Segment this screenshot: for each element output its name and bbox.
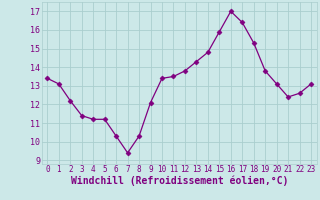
X-axis label: Windchill (Refroidissement éolien,°C): Windchill (Refroidissement éolien,°C) <box>70 176 288 186</box>
